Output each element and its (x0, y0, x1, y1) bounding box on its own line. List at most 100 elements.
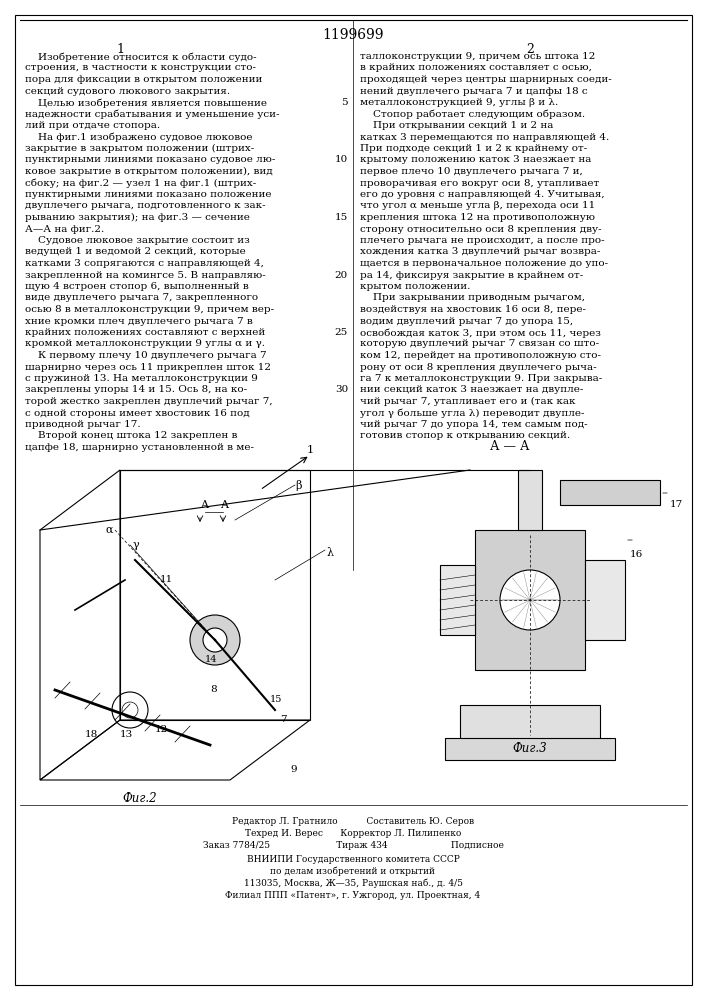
Text: Фиг.3: Фиг.3 (513, 742, 547, 755)
Text: ра 14, фиксируя закрытие в крайнем от-: ра 14, фиксируя закрытие в крайнем от- (360, 270, 583, 279)
FancyBboxPatch shape (440, 565, 475, 635)
Text: На фиг.1 изображено судовое люковое: На фиг.1 изображено судовое люковое (25, 132, 252, 142)
Text: 113035, Москва, Ж—35, Раушская наб., д. 4/5: 113035, Москва, Ж—35, Раушская наб., д. … (243, 879, 462, 888)
Text: крытом положении.: крытом положении. (360, 282, 470, 291)
Text: пора для фиксации в открытом положении: пора для фиксации в открытом положении (25, 75, 262, 84)
Text: пунктирными линиями показано судовое лю-: пунктирными линиями показано судовое лю- (25, 155, 275, 164)
Text: 8: 8 (210, 685, 216, 694)
Text: α: α (105, 525, 112, 535)
Text: 16: 16 (630, 550, 643, 559)
Text: цапфе 18, шарнирно установленной в ме-: цапфе 18, шарнирно установленной в ме- (25, 443, 254, 452)
Text: таллоконструкции 9, причем ось штока 12: таллоконструкции 9, причем ось штока 12 (360, 52, 595, 61)
Text: что угол α меньше угла β, перехода оси 11: что угол α меньше угла β, перехода оси 1… (360, 202, 595, 211)
Text: ком 12, перейдет на противоположную сто-: ком 12, перейдет на противоположную сто- (360, 351, 601, 360)
Text: 1: 1 (116, 43, 124, 56)
Text: ковое закрытие в открытом положении), вид: ковое закрытие в открытом положении), ви… (25, 167, 273, 176)
Text: 11: 11 (160, 575, 173, 584)
Text: 2: 2 (526, 43, 534, 56)
Text: 12: 12 (155, 725, 168, 734)
Text: Техред И. Верес      Корректор Л. Пилипенко: Техред И. Верес Корректор Л. Пилипенко (245, 829, 461, 838)
Circle shape (203, 628, 227, 652)
Text: 14: 14 (205, 655, 218, 664)
Text: кромкой металлоконструкции 9 углы α и γ.: кромкой металлоконструкции 9 углы α и γ. (25, 340, 265, 349)
Text: катках 3 перемещаются по направляющей 4.: катках 3 перемещаются по направляющей 4. (360, 132, 609, 141)
Text: его до уровня с направляющей 4. Учитывая,: его до уровня с направляющей 4. Учитывая… (360, 190, 604, 199)
Text: секций судового люкового закрытия.: секций судового люкового закрытия. (25, 87, 230, 96)
Text: первое плечо 10 двуплечего рычага 7 и,: первое плечо 10 двуплечего рычага 7 и, (360, 167, 583, 176)
Text: Изобретение относится к области судо-: Изобретение относится к области судо- (25, 52, 257, 62)
Text: хние кромки плеч двуплечего рычага 7 в: хние кромки плеч двуплечего рычага 7 в (25, 316, 252, 326)
Text: А—А на фиг.2.: А—А на фиг.2. (25, 225, 104, 233)
Text: 1199699: 1199699 (322, 28, 384, 42)
Text: виде двуплечего рычага 7, закрепленного: виде двуплечего рычага 7, закрепленного (25, 294, 258, 302)
Text: лий при отдаче стопора.: лий при отдаче стопора. (25, 121, 160, 130)
Text: надежности срабатывания и уменьшение уси-: надежности срабатывания и уменьшение уси… (25, 109, 279, 119)
Text: которую двуплечий рычаг 7 связан со што-: которую двуплечий рычаг 7 связан со што- (360, 340, 599, 349)
Text: 18: 18 (85, 730, 98, 739)
Text: Фиг.2: Фиг.2 (123, 792, 158, 805)
Text: Заказ 7784/25                       Тираж 434                      Подписное: Заказ 7784/25 Тираж 434 Подписное (203, 841, 503, 850)
Text: сторону относительно оси 8 крепления дву-: сторону относительно оси 8 крепления дву… (360, 225, 602, 233)
FancyBboxPatch shape (518, 470, 542, 530)
Text: закрытие в закрытом положении (штрих-: закрытие в закрытом положении (штрих- (25, 144, 255, 153)
Text: сбоку; на фиг.2 — узел 1 на фиг.1 (штрих-: сбоку; на фиг.2 — узел 1 на фиг.1 (штрих… (25, 178, 256, 188)
Text: Филиал ППП «Патент», г. Ужгород, ул. Проектная, 4: Филиал ППП «Патент», г. Ужгород, ул. Про… (226, 891, 481, 900)
Text: щается в первоначальное положение до упо-: щается в первоначальное положение до упо… (360, 259, 608, 268)
Text: закреплены упоры 14 и 15. Ось 8, на ко-: закреплены упоры 14 и 15. Ось 8, на ко- (25, 385, 247, 394)
Text: При подходе секций 1 и 2 к крайнему от-: При подходе секций 1 и 2 к крайнему от- (360, 144, 588, 153)
Text: При открывании секций 1 и 2 на: При открывании секций 1 и 2 на (360, 121, 554, 130)
Text: γ: γ (133, 540, 139, 550)
Text: Редактор Л. Гратнило          Составитель Ю. Серов: Редактор Л. Гратнило Составитель Ю. Серо… (232, 817, 474, 826)
Text: осью 8 в металлоконструкции 9, причем вер-: осью 8 в металлоконструкции 9, причем ве… (25, 305, 274, 314)
Text: 7: 7 (280, 715, 286, 724)
FancyBboxPatch shape (475, 530, 585, 670)
Text: проходящей через центры шарнирных соеди-: проходящей через центры шарнирных соеди- (360, 75, 612, 84)
Text: 9: 9 (290, 765, 297, 774)
Text: Второй конец штока 12 закреплен в: Второй конец штока 12 закреплен в (25, 432, 238, 440)
Text: с одной стороны имеет хвостовик 16 под: с одной стороны имеет хвостовик 16 под (25, 408, 250, 418)
Text: A: A (200, 500, 208, 510)
Text: крайних положениях составляют с верхней: крайних положениях составляют с верхней (25, 328, 265, 337)
Text: A: A (220, 500, 228, 510)
Text: 5: 5 (341, 98, 348, 107)
Text: 13: 13 (120, 730, 133, 739)
Text: шарнирно через ось 11 прикреплен шток 12: шарнирно через ось 11 прикреплен шток 12 (25, 362, 271, 371)
Text: по делам изобретений и открытий: по делам изобретений и открытий (271, 867, 436, 876)
Text: Стопор работает следующим образом.: Стопор работает следующим образом. (360, 109, 585, 119)
Text: двуплечего рычага, подготовленного к зак-: двуплечего рычага, подготовленного к зак… (25, 202, 266, 211)
Text: 17: 17 (670, 500, 683, 509)
Circle shape (500, 570, 560, 630)
Text: плечего рычага не происходит, а после про-: плечего рычага не происходит, а после пр… (360, 236, 604, 245)
Text: катками 3 сопрягаются с направляющей 4,: катками 3 сопрягаются с направляющей 4, (25, 259, 264, 268)
Text: К первому плечу 10 двуплечего рычага 7: К первому плечу 10 двуплечего рычага 7 (25, 351, 267, 360)
Text: чий рычаг 7 до упора 14, тем самым под-: чий рычаг 7 до упора 14, тем самым под- (360, 420, 588, 429)
Text: Судовое люковое закрытие состоит из: Судовое люковое закрытие состоит из (25, 236, 250, 245)
Text: с пружиной 13. На металлоконструкции 9: с пружиной 13. На металлоконструкции 9 (25, 374, 258, 383)
Text: готовив стопор к открыванию секций.: готовив стопор к открыванию секций. (360, 432, 570, 440)
Text: строения, в частности к конструкции сто-: строения, в частности к конструкции сто- (25, 64, 256, 73)
Text: ведущей 1 и ведомой 2 секций, которые: ведущей 1 и ведомой 2 секций, которые (25, 247, 246, 256)
Text: воздействуя на хвостовик 16 оси 8, пере-: воздействуя на хвостовик 16 оси 8, пере- (360, 305, 586, 314)
Text: крытому положению каток 3 наезжает на: крытому положению каток 3 наезжает на (360, 155, 591, 164)
FancyBboxPatch shape (460, 705, 600, 740)
Text: приводной рычаг 17.: приводной рычаг 17. (25, 420, 141, 429)
Text: 30: 30 (334, 385, 348, 394)
Text: рону от оси 8 крепления двуплечего рыча-: рону от оси 8 крепления двуплечего рыча- (360, 362, 597, 371)
Text: 1: 1 (306, 445, 314, 455)
FancyBboxPatch shape (585, 560, 625, 640)
Text: β: β (295, 480, 301, 491)
FancyBboxPatch shape (445, 738, 615, 760)
Circle shape (190, 615, 240, 665)
Text: рыванию закрытия); на фиг.3 — сечение: рыванию закрытия); на фиг.3 — сечение (25, 213, 250, 222)
Text: А — А: А — А (490, 440, 530, 453)
Text: угол γ больше угла λ) переводит двупле-: угол γ больше угла λ) переводит двупле- (360, 408, 585, 418)
Text: металлоконструкцией 9, углы β и λ.: металлоконструкцией 9, углы β и λ. (360, 98, 559, 107)
Text: закрепленной на комингсе 5. В направляю-: закрепленной на комингсе 5. В направляю- (25, 270, 266, 279)
Text: λ: λ (327, 548, 334, 558)
Text: ВНИИПИ Государственного комитета СССР: ВНИИПИ Государственного комитета СССР (247, 855, 460, 864)
Text: освобождая каток 3, при этом ось 11, через: освобождая каток 3, при этом ось 11, чер… (360, 328, 601, 338)
FancyBboxPatch shape (560, 480, 660, 505)
Text: нии секций каток 3 наезжает на двупле-: нии секций каток 3 наезжает на двупле- (360, 385, 583, 394)
Text: водим двуплечий рычаг 7 до упора 15,: водим двуплечий рычаг 7 до упора 15, (360, 316, 573, 326)
Text: проворачивая его вокруг оси 8, утапливает: проворачивая его вокруг оси 8, утапливае… (360, 178, 600, 188)
